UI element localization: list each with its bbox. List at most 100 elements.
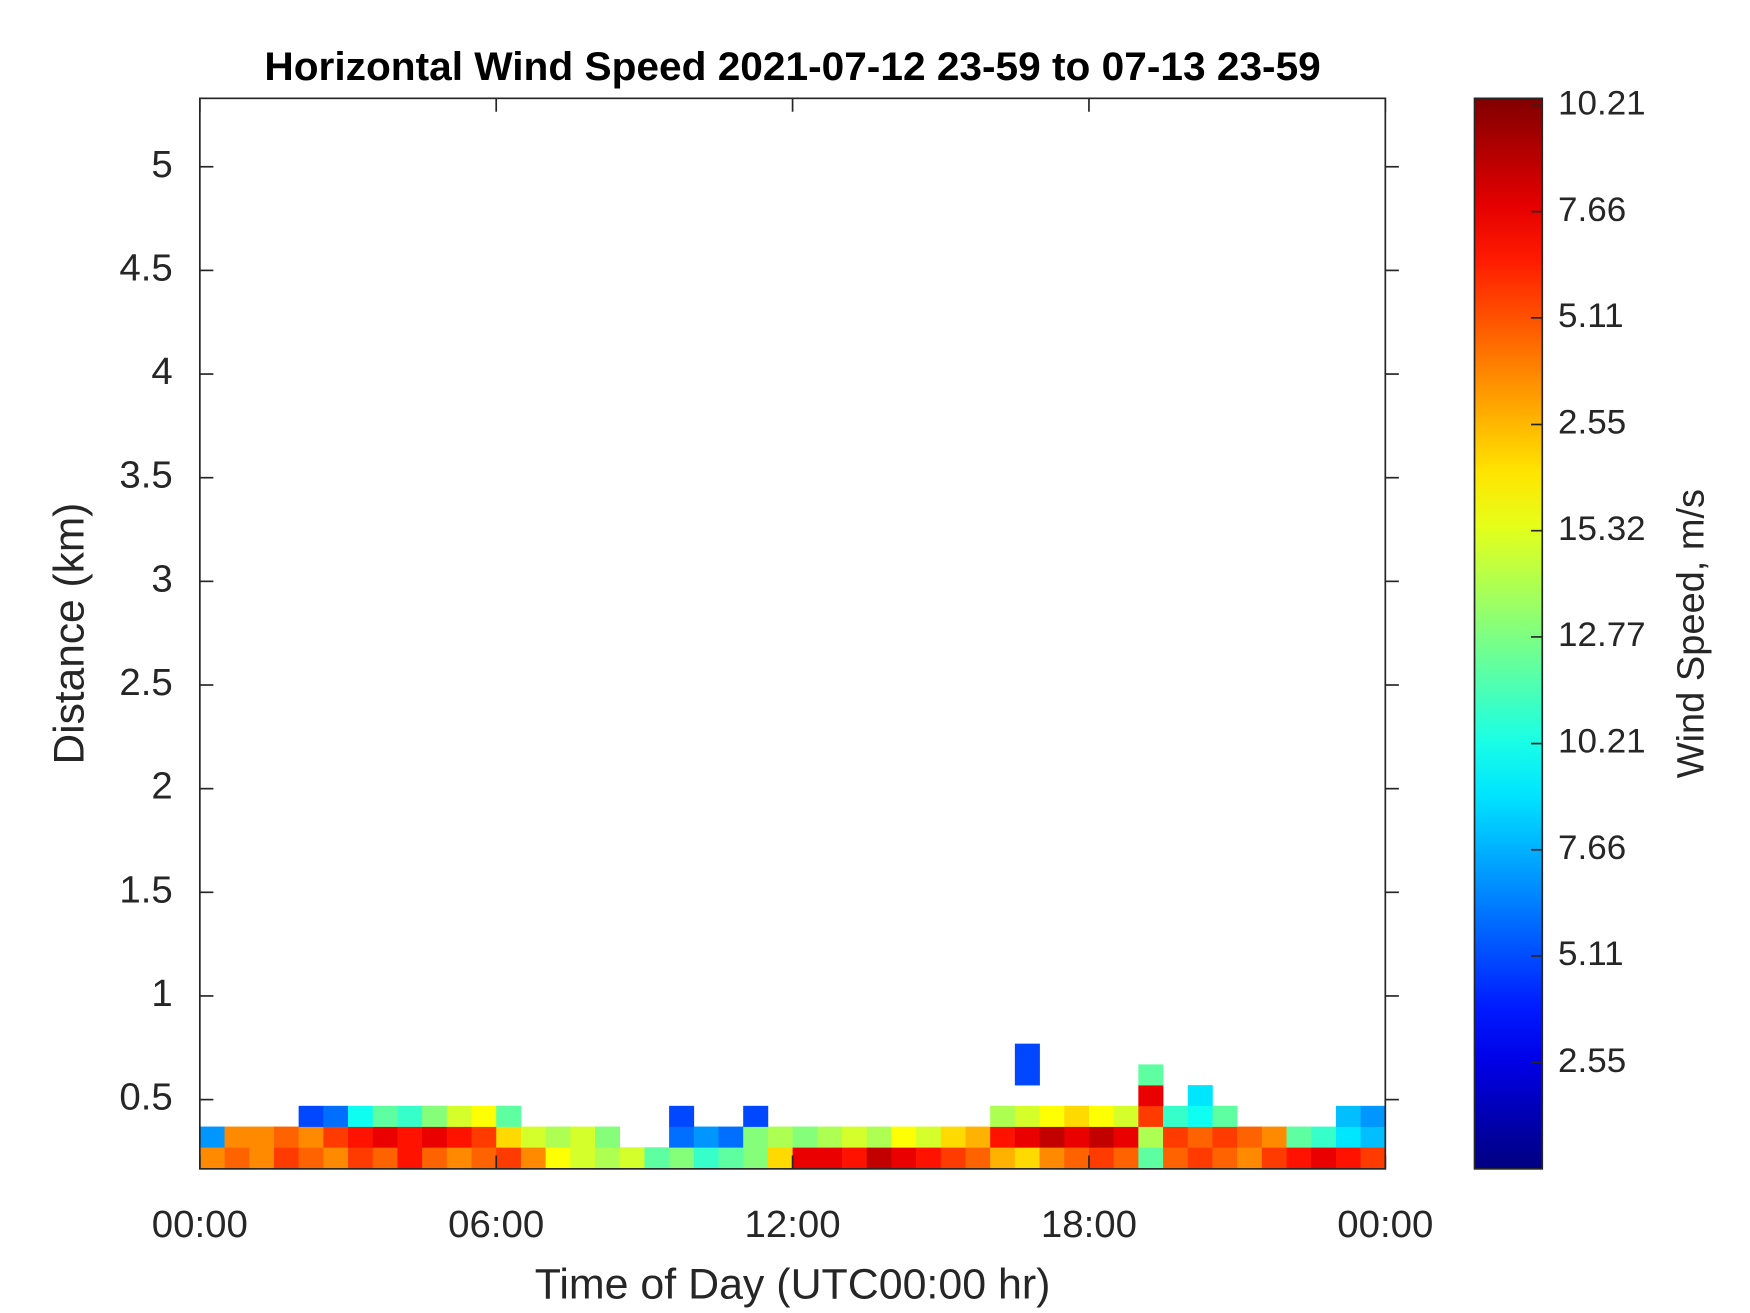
heatmap-cell [496,1147,522,1169]
heatmap-cell [743,1126,769,1148]
colorbar-tick-label: 12.77 [1558,615,1646,654]
heatmap-cell [1138,1064,1164,1086]
y-tick-label: 4 [151,350,172,393]
heatmap-cell [916,1147,942,1169]
heatmap-cell [224,1126,250,1148]
y-tick-label: 2 [151,765,172,808]
colorbar-tick-label: 7.66 [1558,828,1626,867]
heatmap-cell [669,1147,695,1169]
heatmap-cell [323,1126,349,1148]
heatmap-cell [866,1147,892,1169]
colorbar-label: Wind Speed, m/s [1670,489,1713,778]
heatmap-cell [298,1126,324,1148]
heatmap-cell [397,1147,423,1169]
heatmap-cell [1163,1147,1189,1169]
heatmap-cell [372,1147,398,1169]
x-axis-label: Time of Day (UTC00:00 hr) [535,1261,1051,1309]
heatmap-cell [1064,1126,1090,1148]
heatmap-cell [916,1126,942,1148]
heatmap-cell [298,1147,324,1169]
heatmap-cell [1014,1064,1040,1086]
colorbar-tick-label: 7.66 [1558,190,1626,229]
y-tick-label: 5 [151,143,172,186]
heatmap-cell [323,1105,349,1127]
heatmap-cell [1138,1085,1164,1107]
heatmap-cell [1113,1147,1139,1169]
heatmap-cell [1360,1147,1386,1169]
heatmap-cell [471,1105,497,1127]
heatmap-cell [520,1126,546,1148]
y-tick-label: 2.5 [119,661,172,704]
heatmap-cell [372,1105,398,1127]
heatmap-cell [669,1105,695,1127]
x-tick-label: 18:00 [1041,1203,1137,1246]
heatmap-cell [1187,1126,1213,1148]
heatmap-cell [1286,1147,1312,1169]
heatmap-cell [1088,1147,1114,1169]
heatmap-cell [545,1126,571,1148]
heatmap-cell [1360,1126,1386,1148]
heatmap-cell [965,1147,991,1169]
heatmap-cell [619,1147,645,1169]
heatmap-cell [471,1126,497,1148]
colorbar-tick-label: 10.21 [1558,722,1646,761]
y-tick-label: 1.5 [119,869,172,912]
heatmap-cell [891,1147,917,1169]
colorbar-tick-label: 5.11 [1558,296,1624,335]
heatmap-cell [1187,1147,1213,1169]
heatmap-cell [422,1105,448,1127]
heatmap-cell [570,1147,596,1169]
heatmap [199,1043,1386,1169]
heatmap-cell [718,1126,744,1148]
heatmap-cell [693,1147,719,1169]
y-tick-label: 0.5 [119,1076,172,1119]
heatmap-cell [767,1147,793,1169]
heatmap-cell [940,1147,966,1169]
heatmap-cell [718,1147,744,1169]
heatmap-cell [348,1147,374,1169]
x-tick-label: 00:00 [1337,1203,1433,1246]
chart-title: Horizontal Wind Speed 2021-07-12 23-59 t… [264,43,1320,89]
colorbar-tick-label: 2.55 [1558,403,1626,442]
heatmap-cell [743,1147,769,1169]
heatmap-cell [1014,1105,1040,1127]
heatmap-cell [792,1147,818,1169]
heatmap-cell [199,1126,225,1148]
heatmap-cell [1039,1147,1065,1169]
heatmap-cell [372,1126,398,1148]
heatmap-cell [199,1147,225,1169]
heatmap-cell [1237,1126,1263,1148]
heatmap-cell [397,1105,423,1127]
heatmap-cell [1014,1147,1040,1169]
heatmap-cell [1311,1147,1337,1169]
heatmap-cell [446,1105,472,1127]
heatmap-cell [520,1147,546,1169]
heatmap-cell [1113,1105,1139,1127]
heatmap-cell [323,1147,349,1169]
heatmap-cell [496,1105,522,1127]
heatmap-cell [743,1105,769,1127]
plot-frame [198,97,1387,1170]
heatmap-cell [891,1126,917,1148]
y-axis-label: Distance (km) [45,503,93,765]
heatmap-cell [1311,1126,1337,1148]
heatmap-cell [422,1147,448,1169]
heatmap-cell [1187,1085,1213,1107]
heatmap-cell [866,1126,892,1148]
heatmap-cell [595,1147,621,1169]
heatmap-cell [1212,1105,1238,1127]
heatmap-cell [1212,1147,1238,1169]
heatmap-cell [249,1126,275,1148]
colorbar [1473,97,1544,1170]
heatmap-cell [298,1105,324,1127]
heatmap-cell [1088,1105,1114,1127]
heatmap-cell [990,1126,1016,1148]
colorbar-tick-label: 10.21 [1558,84,1646,123]
heatmap-cell [348,1126,374,1148]
colorbar-tick-label: 5.11 [1558,934,1624,973]
heatmap-cell [1088,1126,1114,1148]
heatmap-cell [693,1126,719,1148]
y-tick-label: 4.5 [119,247,172,290]
heatmap-cell [595,1126,621,1148]
